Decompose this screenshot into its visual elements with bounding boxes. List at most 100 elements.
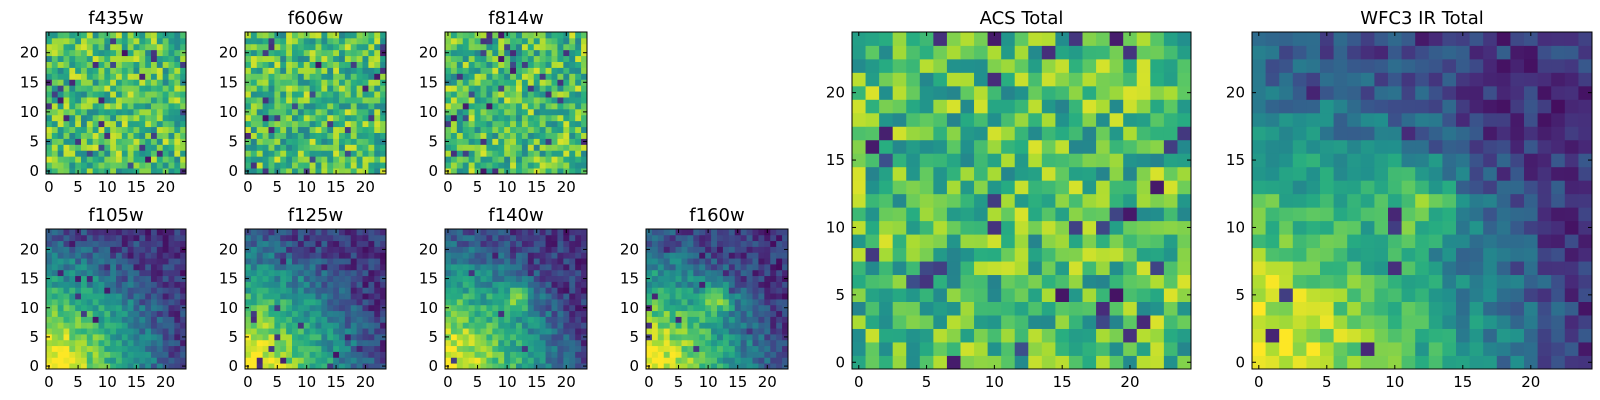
heatmap-cell [450,328,458,335]
heatmap-cell [268,156,275,163]
heatmap-cell [344,43,352,51]
heatmap-cell [527,334,535,341]
heatmap-cell [133,91,140,98]
heatmap-cell [344,156,352,163]
heatmap-cell [333,316,340,323]
heatmap-cell [156,156,164,163]
heatmap-cell [57,258,64,265]
heatmap-cell [722,345,730,352]
heatmap-cell [946,355,961,370]
heatmap-cell [1096,288,1111,302]
heatmap-cell [492,328,499,335]
heatmap-cell [297,293,305,300]
heatmap-cell [533,252,541,259]
heatmap-cell [456,67,464,74]
heatmap-cell [380,269,387,277]
heatmap-cell [63,79,70,86]
heatmap-cell [539,339,546,347]
heatmap-cell [356,269,363,277]
heatmap-cell [81,61,88,68]
heatmap-cell [280,339,287,347]
heatmap-cell [92,97,99,104]
heatmap-cell [250,334,258,341]
heatmap-cell [156,126,164,133]
heatmap-cell [545,269,552,277]
heatmap-cell [776,351,783,358]
heatmap-cell [445,357,452,364]
heatmap-cell [368,168,375,175]
heatmap-cell [116,345,123,352]
heatmap-cell [327,114,334,122]
heatmap-cell [687,229,694,236]
heatmap-cell [245,67,252,74]
heatmap-cell [180,240,187,247]
heatmap-cell [892,342,907,356]
heatmap-cell [46,114,53,122]
heatmap-cell [946,45,961,60]
heatmap-cell [104,240,111,247]
heatmap-cell [510,156,517,163]
heatmap-cell [758,322,765,329]
heatmap-cell [274,234,281,242]
heatmap-cell [468,144,475,151]
heatmap-cell [575,126,582,133]
heatmap-cell [852,247,866,262]
heatmap-cell [581,67,588,74]
heatmap-cell [492,126,499,133]
heatmap-cell [250,108,258,116]
heatmap-cell [1041,342,1056,356]
heatmap-cell [374,240,381,247]
heatmap-cell [480,264,487,271]
heatmap-cell [274,345,281,352]
heatmap-cell [292,32,299,39]
heatmap-cell [462,67,470,74]
heatmap-cell [116,357,123,364]
heatmap-cell [268,55,275,62]
heatmap-cell [681,293,688,300]
heatmap-cell [722,322,730,329]
heatmap-cell [456,162,464,169]
heatmap-cell [504,258,511,265]
heatmap-cell [557,258,564,265]
heatmap-cell [180,85,187,92]
heatmap-cell [533,351,541,358]
heatmap-cell [545,287,552,294]
heatmap-cell [368,61,375,68]
heatmap-cell [569,310,576,317]
heatmap-cell [297,316,305,323]
heatmap-cell [86,229,94,236]
heatmap-cell [480,144,487,151]
heatmap-cell [339,126,346,133]
heatmap-cell [646,299,653,306]
heatmap-cell [575,281,582,288]
heatmap-cell [504,351,511,358]
heatmap-cell [533,138,541,145]
heatmap-cell [262,299,269,306]
heatmap-cell [57,138,64,145]
heatmap-cell [474,322,481,329]
heatmap-cell [563,310,570,317]
heatmap-cell [581,281,588,288]
heatmap-cell [770,264,777,271]
heatmap-cell [245,351,252,358]
heatmap-cell [174,345,181,352]
heatmap-cell [374,49,381,57]
heatmap-cell [1163,288,1178,302]
heatmap-cell [740,269,747,277]
heatmap-cell [104,246,111,253]
heatmap-cell [380,73,387,80]
heatmap-cell [315,316,322,323]
heatmap-cell [168,229,175,236]
heatmap-cell [309,275,316,282]
heatmap-cell [292,162,299,169]
heatmap-cell [462,108,470,116]
heatmap-cell [116,61,123,68]
heatmap-cell [344,287,352,294]
heatmap-cell [764,304,771,312]
heatmap-cell [139,132,146,139]
heatmap-cell [180,264,187,271]
heatmap-cell [510,357,517,364]
heatmap-cell [764,328,771,335]
heatmap-cell [504,120,511,128]
heatmap-cell [151,108,158,116]
